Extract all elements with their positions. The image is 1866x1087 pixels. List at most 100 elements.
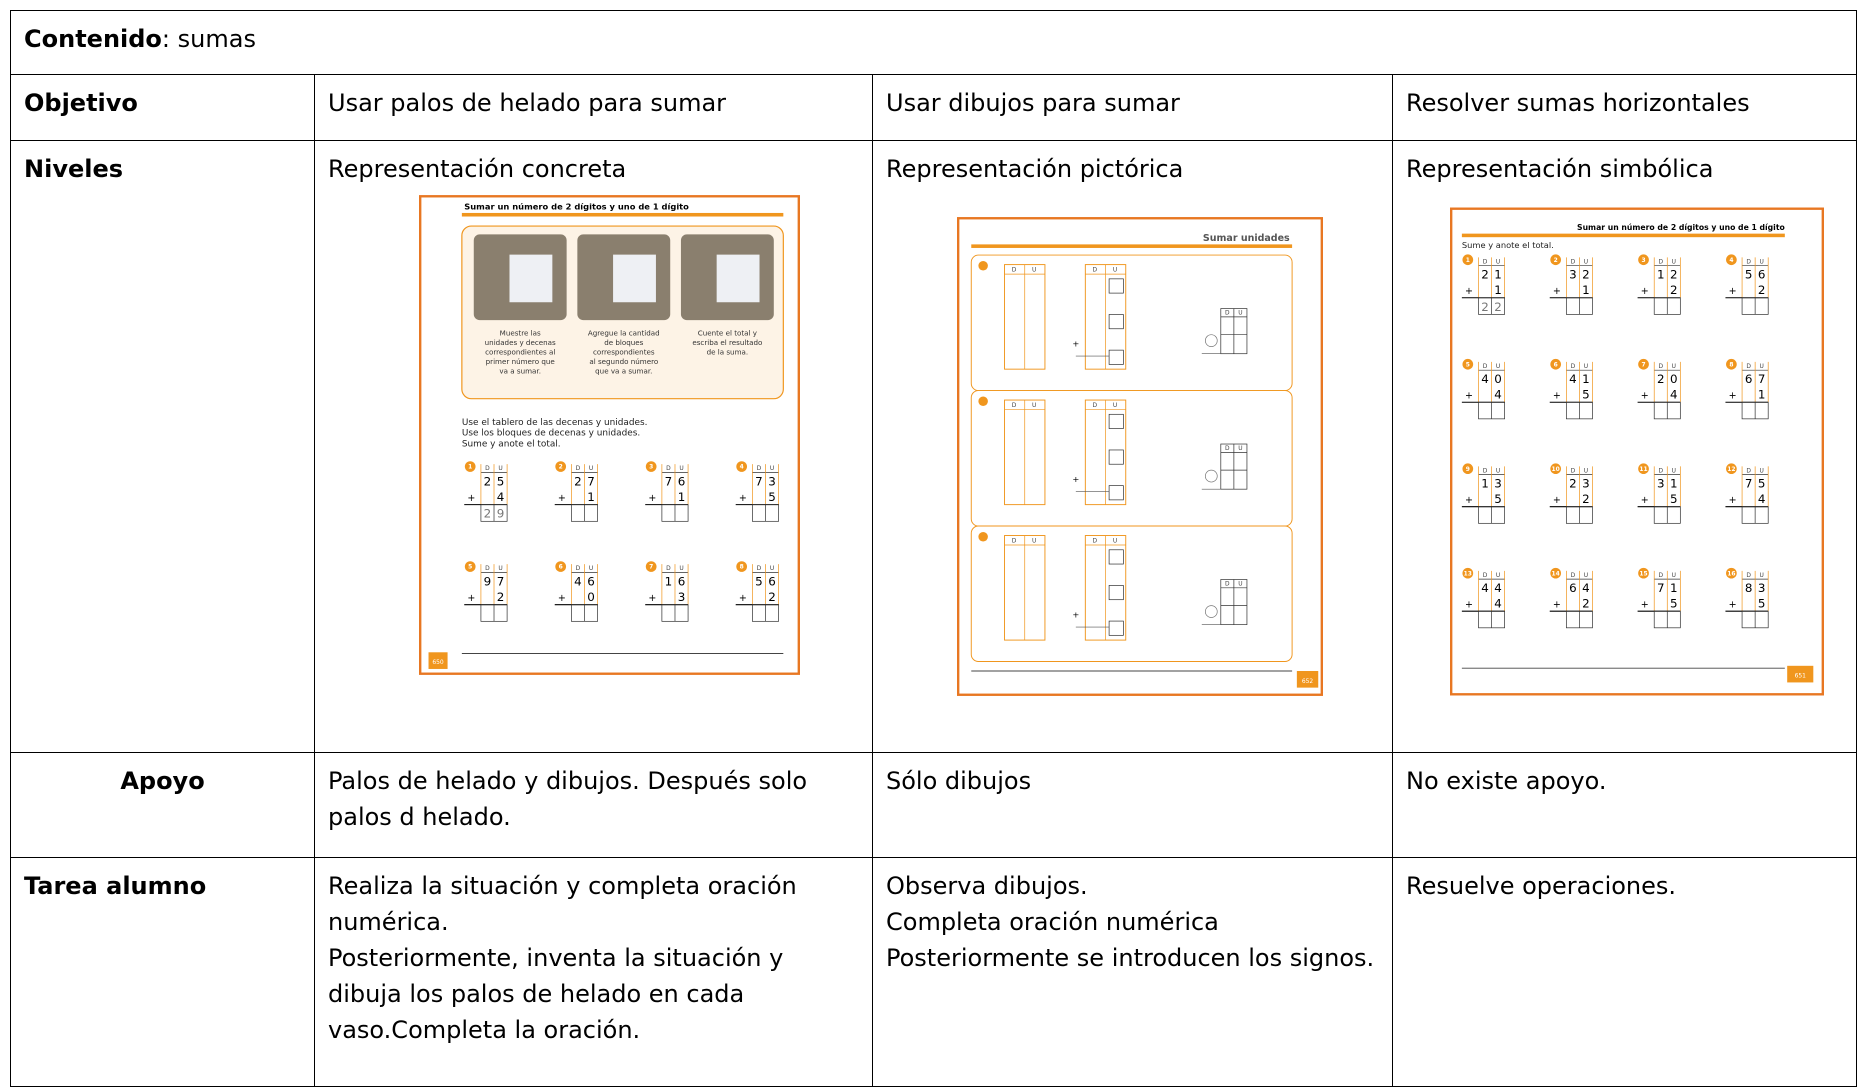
- digit: 2: [574, 475, 582, 489]
- number-badge: [464, 561, 476, 572]
- digit: 1: [1670, 477, 1678, 491]
- digit: 1: [1494, 283, 1502, 297]
- digit: 6: [1758, 268, 1766, 282]
- digit: 4: [1670, 388, 1678, 402]
- row-label: Apoyo: [10, 752, 315, 858]
- panel: [970, 525, 1293, 662]
- digit: 5: [1745, 268, 1753, 282]
- digit: 5: [755, 575, 763, 589]
- place-header: U: [1113, 402, 1117, 409]
- exercise-number: 1: [1466, 257, 1470, 264]
- paragraph: Completa oración numérica: [886, 908, 1219, 936]
- cell: Usar palos de helado para sumar: [314, 74, 873, 141]
- exercise-number: 10: [1552, 466, 1560, 473]
- place-header: U: [1584, 258, 1588, 265]
- place-header: U: [679, 465, 683, 472]
- place-header: U: [1672, 363, 1676, 370]
- caption: Muestre las: [500, 329, 541, 338]
- digit: 7: [755, 475, 763, 489]
- plus-sign: +: [1465, 495, 1473, 506]
- caption: escriba el resultado: [692, 338, 762, 347]
- place-header: U: [1584, 363, 1588, 370]
- digit: 1: [678, 490, 686, 504]
- number-badge: [1550, 567, 1562, 579]
- page-border: [1450, 207, 1824, 696]
- exercise-number: 8: [740, 564, 744, 571]
- number-badge: [1726, 567, 1737, 579]
- digit: 2: [1582, 492, 1590, 506]
- digit: 0: [587, 590, 595, 604]
- place-header: D: [1571, 572, 1576, 579]
- place-header: D: [1012, 267, 1017, 274]
- digit: 1: [1582, 372, 1590, 386]
- digit: 7: [1657, 581, 1665, 595]
- header-text: : sumas: [161, 25, 256, 53]
- header-cell: Contenido: sumas: [10, 10, 1857, 75]
- place-header: U: [498, 465, 502, 472]
- number-badge: [978, 531, 988, 542]
- digit: 7: [497, 575, 505, 589]
- digit: 3: [768, 475, 776, 489]
- place-header: U: [1238, 580, 1242, 587]
- page-tab: [428, 652, 448, 669]
- digit: 3: [678, 590, 686, 604]
- digit: 2: [1657, 372, 1665, 386]
- answer-box: [1108, 585, 1124, 601]
- place-header: U: [1672, 572, 1676, 579]
- digit: 4: [1481, 581, 1489, 595]
- place-header: U: [1496, 467, 1500, 474]
- digit: 1: [1758, 388, 1766, 402]
- exercise-number: 5: [1466, 361, 1470, 368]
- answer-box: [1108, 413, 1124, 429]
- place-header: U: [1584, 572, 1588, 579]
- plus-sign: +: [739, 493, 747, 504]
- digit: 4: [1494, 581, 1502, 595]
- digit: 2: [1670, 283, 1678, 297]
- digit: 7: [1758, 372, 1766, 386]
- instruction: Use el tablero de las decenas y unidades…: [462, 418, 648, 428]
- place-header: D: [1483, 258, 1488, 265]
- plus-sign: +: [1641, 391, 1649, 402]
- answer-box: [1108, 314, 1124, 330]
- page-tab: [1787, 665, 1814, 683]
- cell: Resolver sumas horizontales: [1392, 74, 1857, 141]
- number-badge: [1638, 358, 1649, 370]
- digit: 2: [1481, 268, 1489, 282]
- place-header: U: [1032, 402, 1036, 409]
- digit: 3: [1494, 477, 1502, 491]
- number-badge: [1726, 254, 1737, 266]
- number-badge: [1638, 567, 1649, 579]
- exercise-number: 4: [1729, 257, 1733, 264]
- plus-sign: +: [1729, 391, 1737, 402]
- place-header: D: [1658, 363, 1663, 370]
- caption: correspondientes al: [485, 348, 555, 357]
- cell: Representación simbólica: [1392, 140, 1857, 753]
- exercise-number: 12: [1727, 466, 1735, 473]
- digit: 7: [587, 475, 595, 489]
- place-header: D: [485, 465, 490, 472]
- place-header: U: [589, 465, 593, 472]
- digit: 0: [1670, 372, 1678, 386]
- worksheet-title: Sumar un número de 2 dígitos y uno de 1 …: [1577, 223, 1785, 232]
- caption: Cuente el total y: [698, 329, 757, 338]
- number-badge: [1462, 567, 1474, 579]
- answer-digit: 2: [1481, 300, 1489, 314]
- exercise-number: 11: [1639, 466, 1647, 473]
- place-header: U: [1496, 258, 1500, 265]
- place-header: D: [1093, 402, 1098, 409]
- digit: 5: [1582, 388, 1590, 402]
- plus-sign: +: [1641, 600, 1649, 611]
- digit: 2: [1670, 268, 1678, 282]
- answer-digit: 2: [1494, 300, 1502, 314]
- cell: No existe apoyo.: [1392, 752, 1857, 858]
- cell: Usar dibujos para sumar: [872, 74, 1393, 141]
- caption: de la suma.: [707, 348, 749, 357]
- worksheet-image: Sumar un número de 2 dígitos y uno de 1 …: [1450, 207, 1824, 696]
- place-header: U: [770, 465, 774, 472]
- plus-sign: +: [648, 493, 656, 504]
- digit: 2: [768, 590, 776, 604]
- digit: 5: [1494, 492, 1502, 506]
- digit: 5: [1758, 477, 1766, 491]
- plus-sign: +: [1641, 286, 1649, 297]
- digit: 5: [497, 475, 505, 489]
